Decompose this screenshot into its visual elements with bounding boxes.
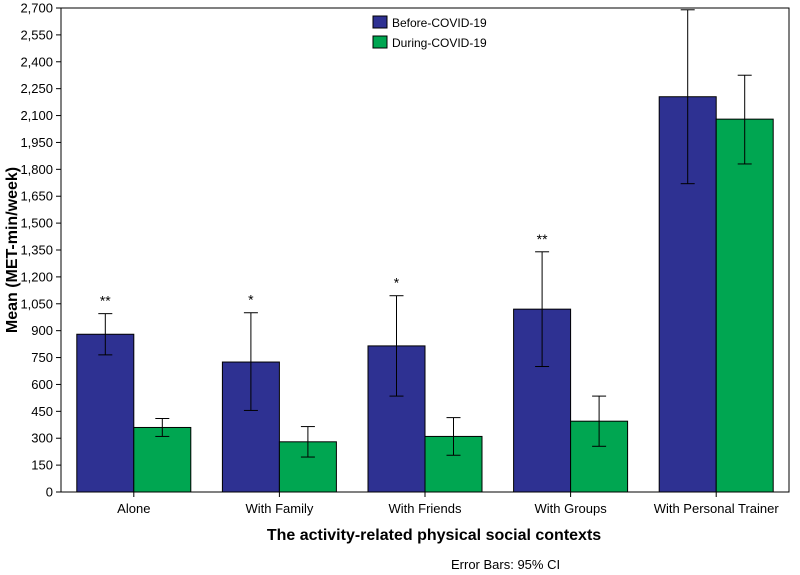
significance-label: ** xyxy=(537,231,548,247)
significance-label: * xyxy=(394,275,400,291)
x-category-label: With Groups xyxy=(534,501,607,516)
y-tick-label: 1,500 xyxy=(20,216,53,231)
x-category-label: With Personal Trainer xyxy=(654,501,780,516)
legend-swatch-during xyxy=(372,35,388,49)
significance-label: ** xyxy=(100,293,111,309)
y-tick-label: 2,100 xyxy=(20,108,53,123)
plot-frame xyxy=(60,7,790,493)
y-tick-label: 1,950 xyxy=(20,135,53,150)
error-bars xyxy=(98,9,752,458)
y-tick-label: 150 xyxy=(31,458,53,473)
y-tick-label: 750 xyxy=(31,350,53,365)
y-tick-label: 2,250 xyxy=(20,81,53,96)
legend: Before-COVID-19 During-COVID-19 xyxy=(372,15,487,50)
y-tick-label: 300 xyxy=(31,431,53,446)
legend-label-during: During-COVID-19 xyxy=(392,36,487,50)
y-tick-label: 450 xyxy=(31,404,53,419)
legend-label-before: Before-COVID-19 xyxy=(392,16,487,30)
y-tick-label: 1,800 xyxy=(20,162,53,177)
significance-label: * xyxy=(248,292,254,308)
y-tick-label: 2,400 xyxy=(20,54,53,69)
error-bars-footnote: Error Bars: 95% CI xyxy=(451,557,560,572)
y-tick-label: 600 xyxy=(31,377,53,392)
y-tick-label: 1,350 xyxy=(20,243,53,258)
x-category-label: Alone xyxy=(117,501,150,516)
legend-swatch-before xyxy=(372,15,388,29)
bar-marks xyxy=(76,96,774,493)
y-tick-label: 1,050 xyxy=(20,296,53,311)
x-axis-title: The activity-related physical social con… xyxy=(267,527,601,544)
y-tick-label: 900 xyxy=(31,323,53,338)
y-tick-label: 1,650 xyxy=(20,189,53,204)
y-tick-label: 1,200 xyxy=(20,269,53,284)
x-category-label: With Friends xyxy=(389,501,462,516)
x-axis-category-labels: Alone With Family With Friends With Groups W… xyxy=(117,492,779,516)
bar-during-4 xyxy=(715,118,774,493)
y-axis-title: Mean (MET-min/week) xyxy=(4,167,21,333)
y-axis-ticks: 0 150 300 450 600 750 900 1,050 1,200 1,350 1,500 1… xyxy=(20,1,61,500)
y-tick-label: 0 xyxy=(46,485,53,500)
x-category-label: With Family xyxy=(245,501,313,516)
bar-during-0 xyxy=(133,426,192,493)
significance-marks: ** **** xyxy=(100,231,548,309)
y-tick-label: 2,550 xyxy=(20,27,53,42)
y-tick-label: 2,700 xyxy=(20,1,53,16)
bar-before-0 xyxy=(76,333,135,493)
